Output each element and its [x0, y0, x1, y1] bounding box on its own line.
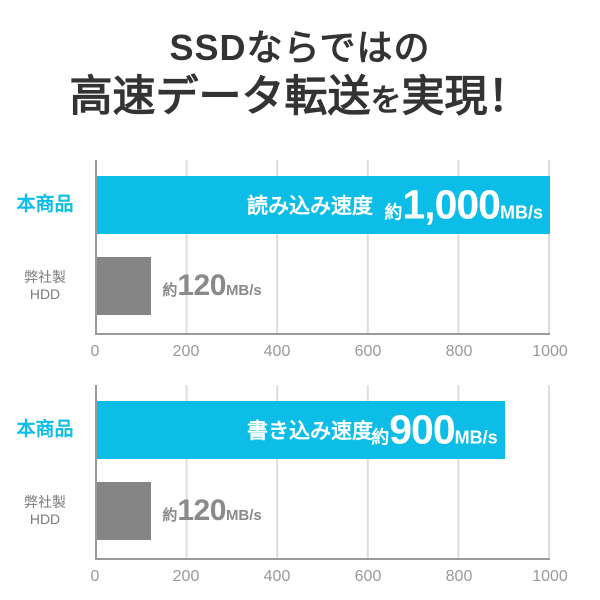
approx-prefix: 約 — [371, 427, 390, 448]
competitor-label-line2: HDD — [29, 286, 61, 302]
x-tick: 1000 — [532, 343, 568, 360]
competitor-label-line2: HDD — [29, 511, 61, 527]
competitor-value-line: 約120MB/s — [162, 494, 261, 528]
product-value-unit: MB/s — [454, 427, 498, 448]
competitor-row-label: 弊社製 HDD — [0, 482, 90, 540]
competitor-row-label: 弊社製 HDD — [0, 257, 90, 315]
title-line-2-end: 実現！ — [401, 73, 531, 122]
plot-area: 書き込み速度 約900MB/s 約120MB/s — [95, 385, 550, 560]
competitor-value-unit: MB/s — [225, 507, 262, 524]
title-line-1: SSDならではの — [169, 27, 431, 68]
x-tick: 200 — [172, 343, 200, 360]
title-line-2-particle: を — [370, 83, 402, 119]
title-line-2: 高速データ転送を実現！ — [0, 74, 600, 121]
read-speed-chart: 本商品 弊社製 HDD 読み込み速度 約1,000MB/s 約120MB/s 0… — [0, 160, 600, 370]
bar-title: 書き込み速度 — [247, 420, 373, 443]
write-speed-chart: 本商品 弊社製 HDD 書き込み速度 約900MB/s 約120MB/s 0 2… — [0, 385, 600, 595]
x-tick: 0 — [90, 343, 100, 360]
x-tick: 800 — [445, 343, 473, 360]
competitor-value: 120 — [177, 494, 226, 527]
approx-prefix: 約 — [162, 507, 178, 524]
x-axis-ticks: 0 200 400 600 800 1000 — [91, 343, 568, 363]
competitor-speed-bar — [97, 482, 152, 540]
plot-area: 読み込み速度 約1,000MB/s 約120MB/s — [95, 160, 550, 335]
bar-title: 読み込み速度 — [247, 195, 373, 218]
competitor-value-line: 約120MB/s — [162, 269, 261, 303]
approx-prefix: 約 — [384, 202, 403, 223]
product-speed-bar: 読み込み速度 約1,000MB/s — [97, 176, 550, 234]
product-value-unit: MB/s — [499, 202, 543, 223]
x-tick: 800 — [445, 568, 473, 585]
x-tick: 400 — [263, 568, 291, 585]
x-tick: 400 — [263, 343, 291, 360]
product-value-text: 約900MB/s — [97, 407, 505, 454]
page-title: SSDならではの 高速データ転送を実現！ — [0, 26, 600, 121]
title-line-2-main: 高速データ転送 — [69, 73, 371, 122]
product-value: 1,000 — [402, 181, 501, 228]
competitor-value-text: 約120MB/s — [162, 482, 261, 540]
competitor-value: 120 — [177, 269, 226, 302]
competitor-value-unit: MB/s — [225, 282, 262, 299]
product-row-label: 本商品 — [16, 194, 74, 215]
x-tick: 600 — [354, 568, 382, 585]
product-row-label: 本商品 — [16, 419, 74, 440]
product-speed-bar: 書き込み速度 約900MB/s — [97, 401, 505, 459]
product-value-text: 約1,000MB/s — [97, 182, 550, 229]
x-tick: 600 — [354, 343, 382, 360]
x-axis-ticks: 0 200 400 600 800 1000 — [91, 568, 568, 588]
competitor-value-text: 約120MB/s — [162, 257, 261, 315]
product-value: 900 — [389, 406, 455, 453]
competitor-speed-bar — [97, 257, 152, 315]
x-tick: 200 — [172, 568, 200, 585]
approx-prefix: 約 — [162, 282, 178, 299]
x-tick: 0 — [90, 568, 100, 585]
competitor-label-line1: 弊社製 — [24, 269, 66, 285]
x-tick: 1000 — [532, 568, 568, 585]
competitor-label-line1: 弊社製 — [24, 494, 66, 510]
